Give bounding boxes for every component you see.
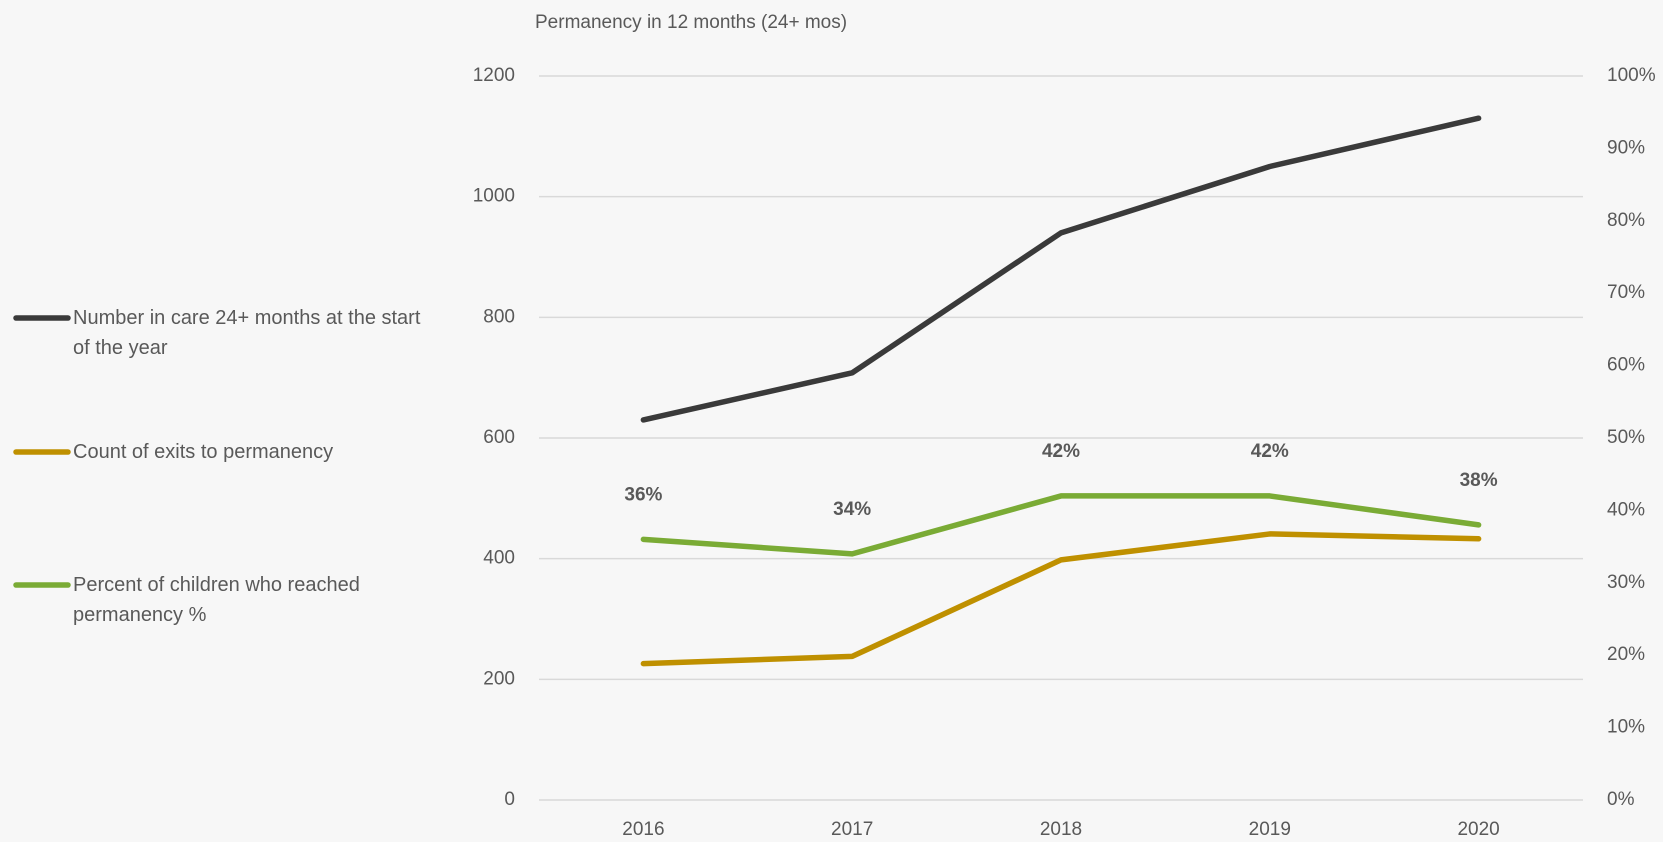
y2-tick-label: 70% xyxy=(1607,282,1645,303)
y2-tick-label: 60% xyxy=(1607,355,1645,376)
data-label: 42% xyxy=(1251,441,1289,462)
legend-label: Number in care 24+ months at the start o… xyxy=(73,307,421,359)
y-tick-label: 1000 xyxy=(473,186,515,207)
y2-tick-label: 90% xyxy=(1607,137,1645,158)
y2-tick-label: 100% xyxy=(1607,65,1656,86)
y-tick-label: 0 xyxy=(504,789,515,810)
y2-tick-label: 40% xyxy=(1607,499,1645,520)
y2-tick-label: 10% xyxy=(1607,717,1645,738)
y2-tick-label: 0% xyxy=(1607,789,1635,810)
y2-tick-label: 20% xyxy=(1607,644,1645,665)
x-tick-label: 2019 xyxy=(1249,819,1291,840)
y-tick-label: 1200 xyxy=(473,65,515,86)
data-label: 38% xyxy=(1460,470,1498,491)
y2-tick-label: 50% xyxy=(1607,427,1645,448)
y-tick-label: 600 xyxy=(483,427,515,448)
x-tick-label: 2016 xyxy=(622,819,664,840)
legend-label: Percent of children who reached permanen… xyxy=(73,574,360,626)
x-tick-label: 2020 xyxy=(1457,819,1499,840)
y2-tick-label: 30% xyxy=(1607,572,1645,593)
series-line xyxy=(640,115,1482,423)
data-label: 36% xyxy=(624,484,662,505)
y2-tick-label: 80% xyxy=(1607,210,1645,231)
data-label: 34% xyxy=(833,499,871,520)
series-line xyxy=(640,531,1482,667)
chart-title: Permanency in 12 months (24+ mos) xyxy=(535,12,847,33)
data-label: 42% xyxy=(1042,441,1080,462)
y-tick-label: 800 xyxy=(483,306,515,327)
x-tick-label: 2017 xyxy=(831,819,873,840)
y-tick-label: 400 xyxy=(483,548,515,569)
series-line xyxy=(640,493,1482,557)
x-tick-label: 2018 xyxy=(1040,819,1082,840)
legend-label: Count of exits to permanency xyxy=(73,441,334,463)
y-tick-label: 200 xyxy=(483,668,515,689)
